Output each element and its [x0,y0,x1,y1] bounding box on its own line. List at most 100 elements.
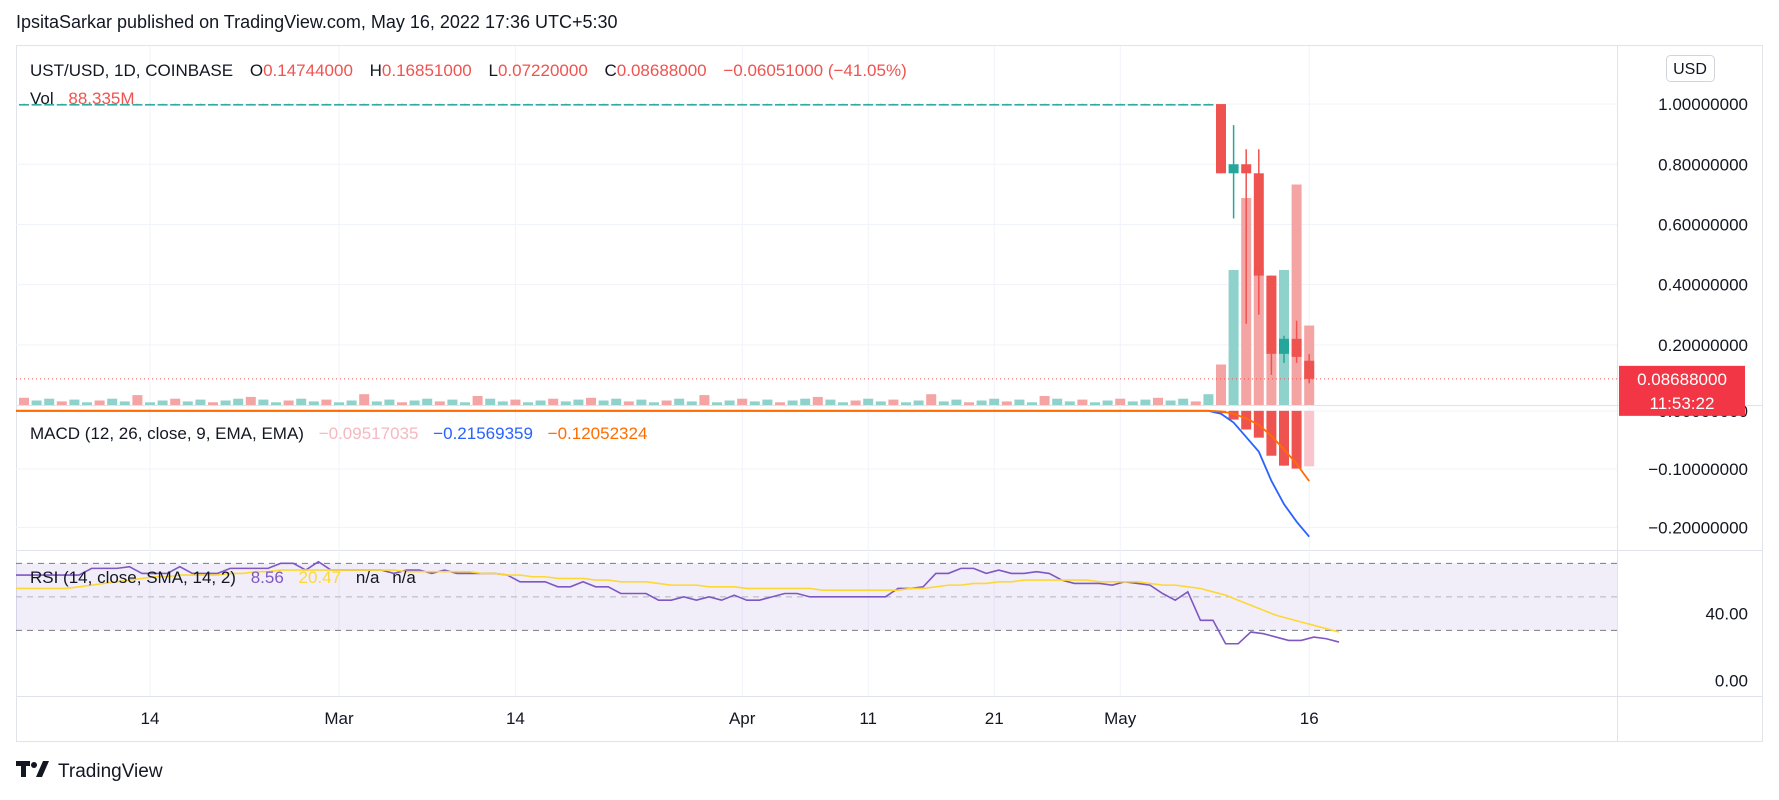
candle-body [989,104,1000,106]
currency-label: USD [1673,61,1707,78]
candle-body [674,104,685,106]
chart-frame [16,45,1763,742]
candle-body [220,104,231,106]
volume-bar [485,398,496,405]
last-price-badge: 0.08688000 11:53:22 [1619,365,1745,416]
candle-body [409,104,420,106]
candle-body [1115,104,1126,106]
candle-body [1266,275,1277,354]
candle-body [875,104,886,106]
volume-bar [1153,397,1163,405]
macd-tick-label: −0.10000000 [1648,460,1748,479]
volume-bar [548,398,559,405]
volume-bar [586,397,596,405]
volume-bar [69,399,80,405]
macd-plot [16,409,1315,538]
ohlc-open-label: O [250,61,263,80]
ohlc-close-label: C [605,61,617,80]
volume-bar [308,401,319,405]
candle-body [485,104,496,106]
volume-bar [1102,400,1113,405]
volume-bar [749,401,760,405]
candle-body [548,104,559,106]
time-tick-label: 21 [985,709,1004,728]
candle-body [308,104,319,106]
candle-body [359,104,370,106]
candle-body [1014,104,1025,106]
candle-body [649,104,659,106]
price-tick-label: 0.60000000 [1658,215,1748,234]
candle-body [838,104,848,106]
rsi-ma-line [16,569,1340,633]
volume-bar [119,401,130,405]
volume-bar [94,400,105,405]
volume-bar [170,398,181,405]
candle-body [598,104,609,106]
macd-histogram-bar [1304,410,1315,467]
volume-bar [712,402,722,405]
volume-bar [56,401,67,405]
footer-brand[interactable]: TradingView [16,760,163,784]
volume-bar [649,402,659,405]
volume-legend: Vol 88.335M [30,89,135,108]
volume-bar [31,400,42,405]
volume-bar [951,399,962,405]
candle-body [636,104,647,106]
volume-bar [434,401,445,405]
time-tick-label: Mar [324,709,354,728]
rsi-tick-label: 0.00 [1715,672,1748,691]
candle-body [497,104,508,106]
candle-body [1064,104,1075,106]
candle-body [334,104,344,106]
macd-legend: MACD (12, 26, close, 9, EMA, EMA) −0.095… [30,424,647,443]
volume-bar [472,396,483,405]
macd-histogram-bar [1279,410,1289,466]
volume-bar [1203,394,1214,405]
bar-countdown: 11:53:22 [1650,394,1715,413]
volume-bar [598,400,609,405]
candle-body [901,104,911,106]
candlesticks [19,103,1315,384]
volume-bar [535,400,546,405]
candle-body [245,104,256,106]
volume-bar [460,402,470,405]
volume-bar [913,400,924,405]
rsi-na-1: n/a [356,568,380,587]
candle-body [775,104,785,106]
volume-label: Vol [30,89,54,108]
candle-body [1077,104,1088,106]
volume-bar [334,402,344,405]
candle-body [586,104,596,106]
candle-body [812,104,823,106]
candle-body [712,104,722,106]
candle-body [258,104,269,106]
candle-body [951,104,962,106]
trading-chart[interactable]: 14 Mar 14 Apr 11 21 May 16 1.00000000 0.80000000 0… [0,0,1779,750]
candle-body [1165,104,1176,106]
currency-button[interactable]: USD [1666,55,1715,82]
macd-histogram-bar [1266,410,1277,456]
macd-signal-value: −0.12052324 [548,424,648,443]
macd-title: MACD (12, 26, close, 9, EMA, EMA) [30,424,304,443]
time-tick-label: Apr [729,709,756,728]
candle-body [157,104,168,106]
candle-body [913,104,924,106]
candle-body [1027,104,1037,106]
volume-bar [901,402,911,405]
volume-bar [321,399,332,405]
volume-bar [1064,401,1075,405]
time-tick-label: 16 [1300,709,1319,728]
volume-bar [132,395,143,405]
candle-body [523,104,533,106]
candle-body [119,104,130,106]
candle-body [535,104,546,106]
volume-bar [850,400,861,405]
symbol-title: UST/USD, 1D, COINBASE [30,61,233,80]
ohlc-high-label: H [370,61,382,80]
volume-bar [107,398,118,405]
candle-body [346,104,357,106]
volume-bar [1127,401,1138,405]
volume-bar [976,400,987,405]
macd-signal-line [16,409,1310,482]
candle-body [283,104,294,106]
